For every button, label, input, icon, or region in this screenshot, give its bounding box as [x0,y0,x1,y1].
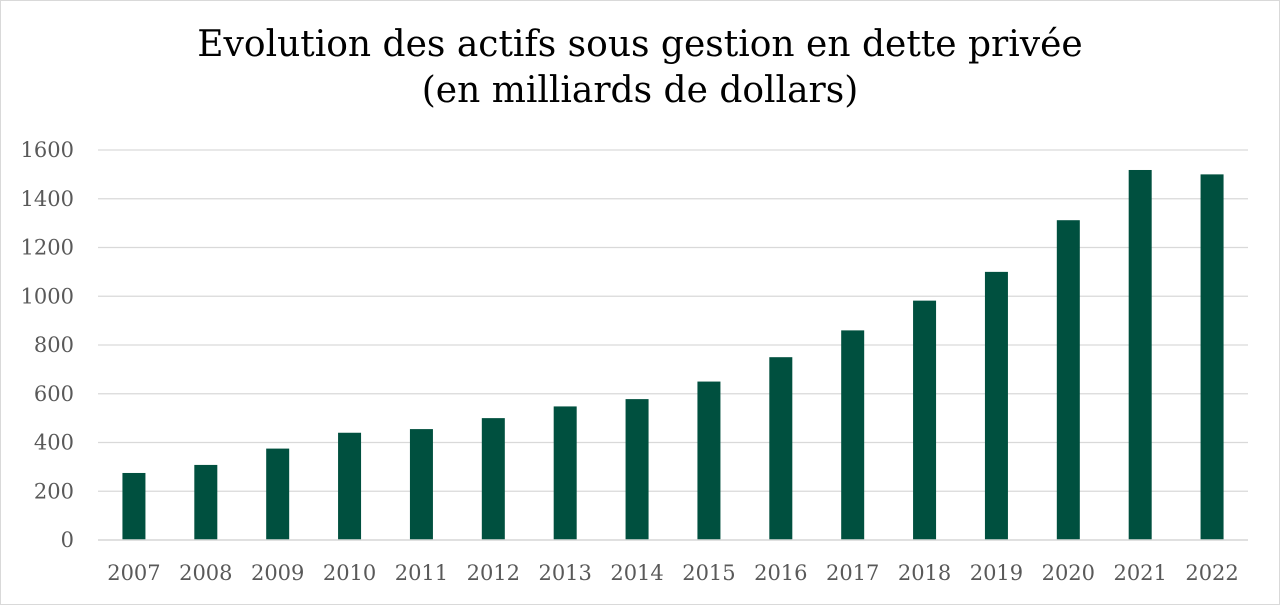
x-tick-label: 2020 [1042,561,1095,585]
x-tick-label: 2014 [610,561,663,585]
y-axis: 0 200 400 600 800 1000 1200 1400 1600 [21,138,74,552]
x-tick-label: 2013 [538,561,591,585]
x-tick-label: 2019 [970,561,1023,585]
bar-2019 [984,271,1008,540]
x-tick-label: 2017 [826,561,879,585]
bar-2018 [913,300,937,540]
x-tick-label: 2021 [1113,561,1166,585]
chart-title: Evolution des actifs sous gestion en det… [0,22,1280,114]
bar-2015 [697,381,721,540]
bar-2009 [266,448,290,540]
x-tick-label: 2015 [682,561,735,585]
y-tick-label: 1200 [21,236,74,260]
x-tick-label: 2011 [395,561,448,585]
chart-title-text: Evolution des actifs sous gestion en det… [197,24,1083,111]
y-tick-label: 400 [34,431,74,455]
x-tick-label: 2009 [251,561,304,585]
x-tick-label: 2008 [179,561,232,585]
bar-2007 [122,472,146,540]
y-tick-label: 1000 [21,284,74,308]
bar-2022 [1200,174,1224,540]
y-tick-label: 1400 [21,187,74,211]
bar-2011 [409,429,433,540]
bar-2012 [481,418,505,540]
x-tick-label: 2022 [1185,561,1238,585]
bar-2010 [338,432,362,540]
y-tick-label: 1600 [21,138,74,162]
x-tick-label: 2012 [467,561,520,585]
y-tick-label: 600 [34,382,74,406]
bar-2017 [841,330,865,540]
y-tick-label: 200 [34,479,74,503]
bar-2021 [1128,169,1152,541]
bar-2020 [1056,220,1080,540]
x-axis: 2007 2008 2009 2010 2011 2012 2013 2014 2015 2016… [98,539,1248,585]
x-tick-label: 2016 [754,561,807,585]
y-tick-label: 800 [34,333,74,357]
y-tick-label: 0 [61,528,74,552]
bar-2016 [769,357,793,540]
bar-2014 [625,399,649,540]
bars [122,169,1224,541]
x-tick-label: 2018 [898,561,951,585]
x-tick-label: 2010 [323,561,376,585]
bar-2008 [194,464,218,540]
x-tick-label: 2007 [107,561,160,585]
bar-2013 [553,406,577,540]
